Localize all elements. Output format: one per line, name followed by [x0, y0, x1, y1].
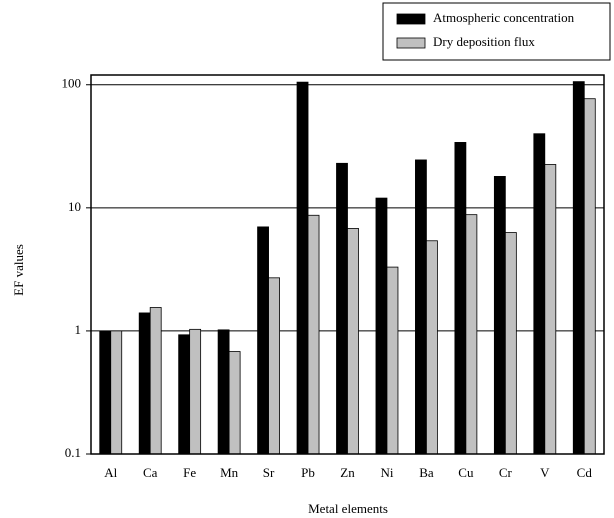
x-axis-label: Metal elements	[308, 501, 388, 516]
bar	[228, 351, 241, 455]
x-tick-label: Pb	[301, 465, 315, 480]
x-tick-label: Ca	[143, 465, 158, 480]
x-tick-label: Ba	[419, 465, 434, 480]
bar	[465, 214, 478, 455]
x-tick-label: Fe	[183, 465, 196, 480]
x-tick-label: Cd	[577, 465, 593, 480]
bar	[296, 81, 309, 455]
bar	[307, 214, 320, 455]
bar	[493, 176, 506, 455]
y-tick-label: 10	[68, 199, 81, 214]
legend-label: Atmospheric concentration	[433, 10, 575, 25]
bar	[336, 162, 348, 455]
x-tick-label: Mn	[220, 465, 239, 480]
bar	[544, 164, 557, 455]
y-tick-label: 1	[75, 322, 82, 337]
bar	[99, 330, 112, 455]
bar	[257, 226, 269, 455]
legend-box	[382, 2, 611, 61]
bar	[217, 329, 230, 455]
x-tick-label: Al	[104, 465, 117, 480]
legend-swatch	[396, 13, 426, 25]
bar	[504, 232, 517, 455]
y-axis-label: EF values	[11, 244, 26, 296]
x-tick-label: Zn	[340, 465, 355, 480]
bar	[583, 98, 596, 455]
bar	[454, 142, 467, 455]
bar	[178, 334, 191, 455]
bar	[110, 330, 123, 455]
bar	[572, 81, 585, 455]
bar	[533, 133, 546, 455]
bar	[138, 312, 151, 455]
y-tick-label: 100	[62, 76, 82, 91]
bar	[386, 266, 399, 455]
bar	[189, 328, 202, 455]
legend-label: Dry deposition flux	[433, 34, 535, 49]
y-tick-label: 0.1	[65, 445, 81, 460]
bar	[347, 228, 359, 455]
bar	[426, 240, 438, 455]
bar	[415, 159, 427, 455]
x-tick-label: Sr	[263, 465, 275, 480]
x-tick-label: Cr	[499, 465, 513, 480]
bar	[375, 197, 388, 455]
bar	[149, 307, 162, 455]
legend-swatch	[396, 37, 426, 49]
plot-frame	[90, 74, 605, 455]
bar	[268, 277, 280, 455]
x-tick-label: Cu	[458, 465, 474, 480]
x-tick-label: Ni	[380, 465, 393, 480]
x-tick-label: V	[540, 465, 550, 480]
